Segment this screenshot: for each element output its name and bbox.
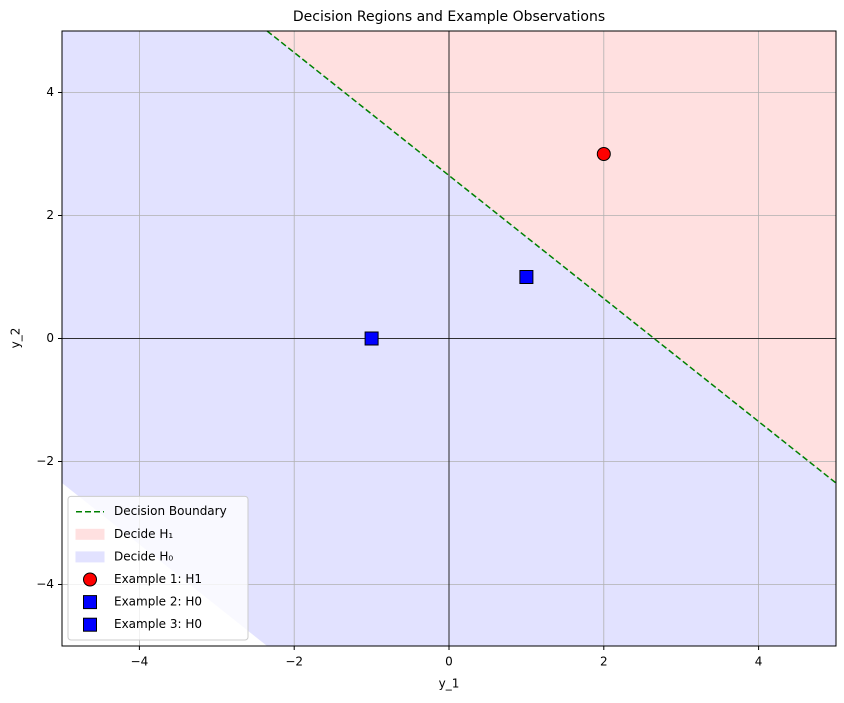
chart-title: Decision Regions and Example Observation… xyxy=(293,9,605,25)
legend-label: Decision Boundary xyxy=(114,504,227,518)
x-tick-label: −2 xyxy=(285,655,303,669)
point xyxy=(364,331,379,346)
y-tick-label: −4 xyxy=(36,577,54,591)
y-tick-label: 4 xyxy=(46,85,54,99)
x-tick-label: 0 xyxy=(445,655,453,669)
legend-swatch xyxy=(75,528,105,540)
x-axis-label: y_1 xyxy=(439,677,460,691)
y-tick-label: 0 xyxy=(46,331,54,345)
point xyxy=(519,270,534,284)
legend-swatch xyxy=(75,551,105,563)
legend-label: Decide H₀ xyxy=(114,549,173,563)
y-tick-label: 2 xyxy=(46,208,54,222)
x-tick-label: 2 xyxy=(600,655,608,669)
plot-frame xyxy=(61,30,837,647)
x-tick-label: −4 xyxy=(131,655,149,669)
legend-label: Example 3: H0 xyxy=(114,617,202,631)
x-tick-label: 4 xyxy=(755,655,763,669)
legend-label: Decide H₁ xyxy=(114,527,173,541)
y-tick-label: −2 xyxy=(36,454,54,468)
point xyxy=(596,147,611,161)
point xyxy=(83,572,97,587)
legend-box xyxy=(67,495,249,641)
legend-label: Example 1: H1 xyxy=(114,572,202,586)
legend-label: Example 2: H0 xyxy=(114,595,202,609)
y-axis-label: y_2 xyxy=(9,328,23,349)
point xyxy=(83,617,97,632)
legend: Decision Boundary Decide H₁ Decide H₀ Examp… xyxy=(67,495,249,641)
point xyxy=(83,595,97,610)
boundary-line xyxy=(266,30,837,484)
